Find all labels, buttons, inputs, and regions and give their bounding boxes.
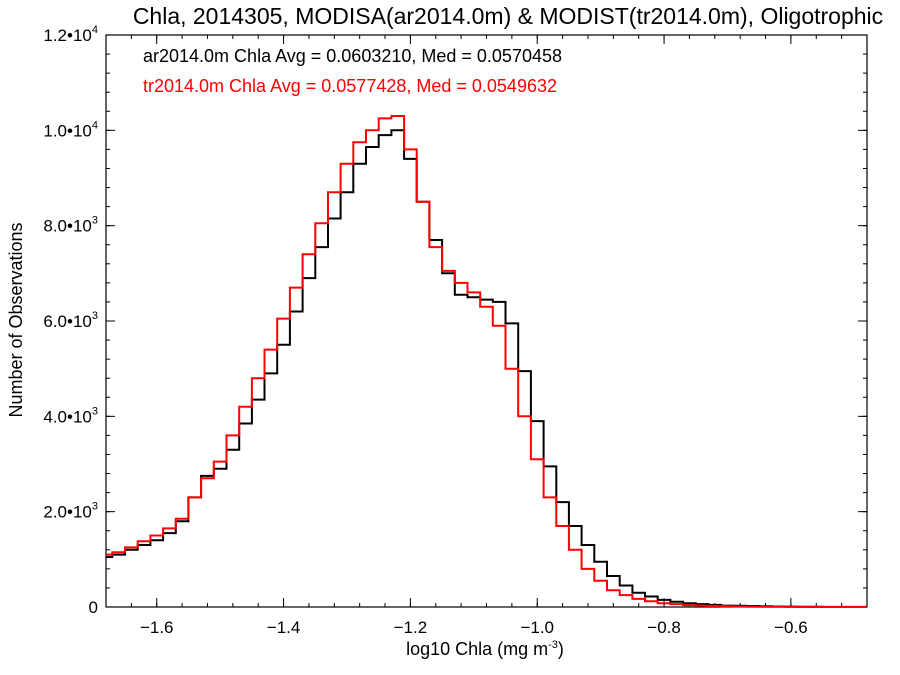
y-axis-label: Number of Observations [6, 222, 26, 417]
x-tick-label: −1.6 [140, 618, 174, 637]
x-tick-label: −1.0 [520, 618, 554, 637]
y-tick-label: 2.0•103 [43, 501, 98, 522]
x-tick-label: −1.2 [394, 618, 428, 637]
x-axis-label-end: ) [558, 639, 564, 659]
x-axis-label-exponent: -3 [548, 639, 558, 651]
y-tick-label: 1.0•104 [43, 119, 98, 140]
series-line-2 [106, 115, 867, 608]
y-tick-label: 6.0•103 [43, 310, 98, 331]
plot-area: −1.6 −1.4 −1.2 −1.0 −0.8 −0.6 0 2.0•103 4.0•103 6… [43, 24, 868, 637]
legend-entry-1: ar2014.0m Chla Avg = 0.0603210, Med = 0.… [143, 46, 562, 66]
x-tick-label: −0.8 [647, 618, 681, 637]
legend-entry-2: tr2014.0m Chla Avg = 0.0577428, Med = 0.… [143, 76, 557, 96]
y-tick-label: 1.2•104 [43, 24, 98, 45]
chart-title: Chla, 2014305, MODISA(ar2014.0m) & MODIS… [133, 3, 883, 29]
x-tick-label: −1.4 [267, 618, 301, 637]
series-line-1 [106, 129, 867, 608]
y-tick-label: 4.0•103 [43, 405, 98, 426]
y-tick-label: 8.0•103 [43, 215, 98, 236]
x-tick-label: −0.6 [774, 618, 808, 637]
y-tick-label: 0 [89, 598, 98, 617]
plot-frame [105, 34, 868, 608]
x-axis-label: log10 Chla (mg m-3) [406, 639, 564, 659]
x-axis-label-main: log10 Chla (mg m [406, 639, 548, 659]
